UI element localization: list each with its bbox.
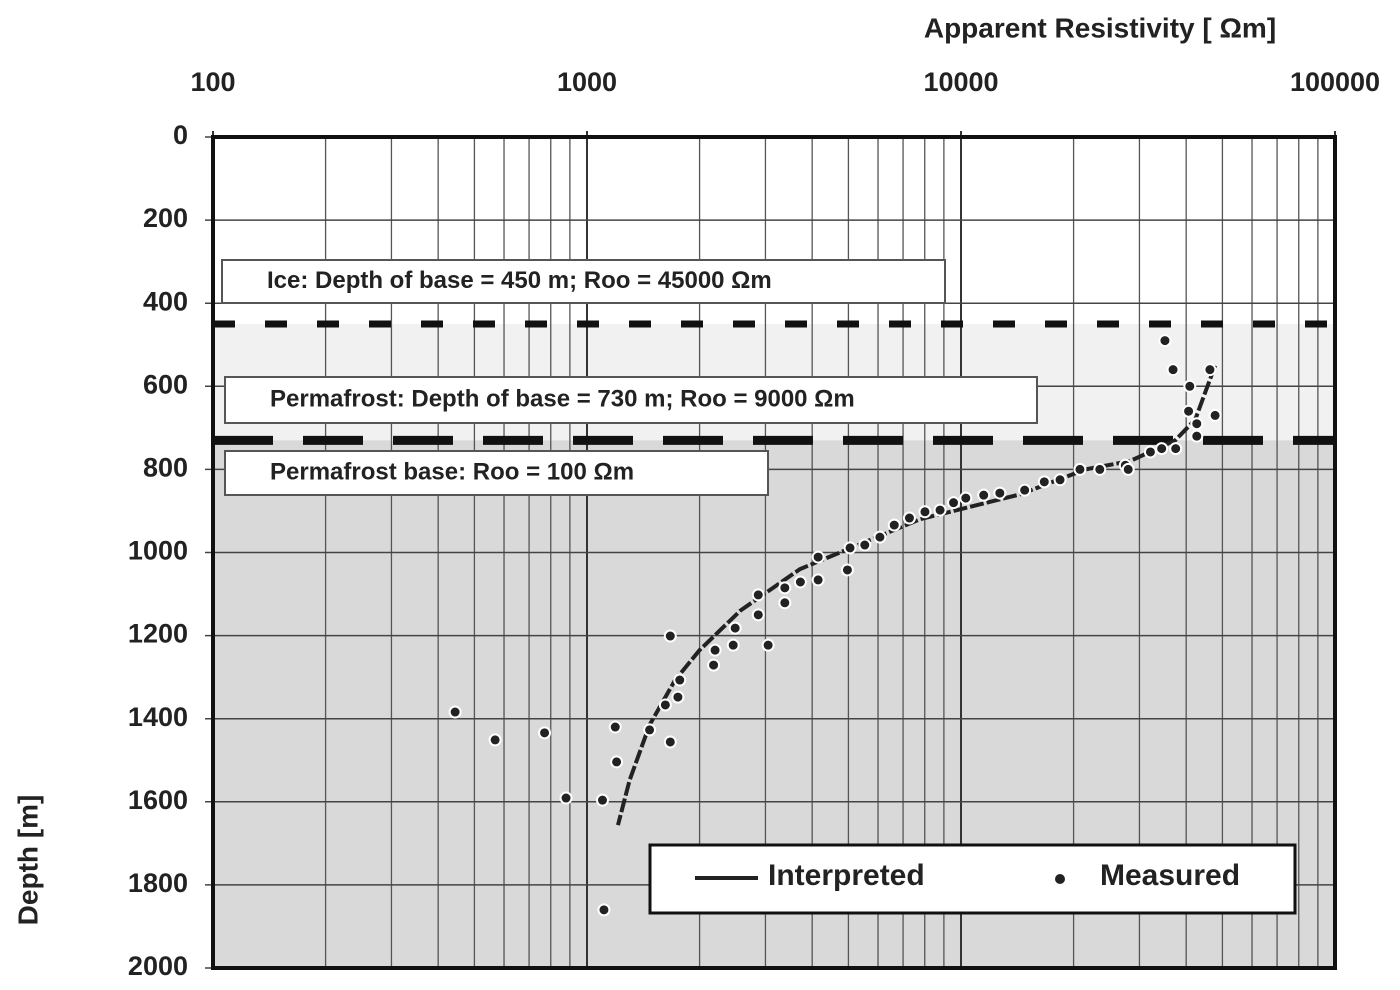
measured-point [840, 563, 854, 577]
annotation-box [224, 450, 769, 496]
x-tick-label: 10000 [923, 67, 998, 97]
measured-point [873, 530, 887, 544]
measured-point [751, 608, 765, 622]
measured-point [843, 541, 857, 555]
y-tick-label: 2000 [128, 951, 188, 981]
measured-point [1121, 462, 1135, 476]
plot-border [211, 135, 1337, 970]
measured-point [1037, 475, 1051, 489]
measured-point [1143, 445, 1157, 459]
measured-point [811, 573, 825, 587]
measured-point [643, 723, 657, 737]
x-tick-label: 100 [190, 67, 235, 97]
measured-point [1073, 462, 1087, 476]
measured-point [1169, 442, 1183, 456]
measured-point [595, 793, 609, 807]
y-tick-label: 1800 [128, 868, 188, 898]
measured-point [778, 581, 792, 595]
measured-point [1190, 417, 1204, 431]
legend-label: Measured [1100, 859, 1240, 892]
annotation: Permafrost base: Roo = 100 Ωm [270, 458, 634, 485]
annotation: Ice: Depth of base = 450 m; Roo = 45000 … [267, 267, 772, 294]
measured-point [811, 550, 825, 564]
x-tick-label: 100000 [1290, 67, 1380, 97]
annotation-box [221, 259, 946, 304]
measured-point [707, 658, 721, 672]
measured-point [959, 491, 973, 505]
measured-point [793, 575, 807, 589]
measured-point [887, 518, 901, 532]
y-tick-label: 600 [143, 369, 188, 399]
measured-point [993, 486, 1007, 500]
measured-point [608, 720, 622, 734]
measured-point [918, 505, 932, 519]
measured-point [448, 705, 462, 719]
y-tick-label: 1400 [128, 702, 188, 732]
measured-point [1158, 334, 1172, 348]
measured-point [663, 735, 677, 749]
measured-point [1053, 473, 1067, 487]
measured-point [947, 496, 961, 510]
y-tick-label: 1200 [128, 619, 188, 649]
measured-point [673, 673, 687, 687]
measured-point [1203, 363, 1217, 377]
measured-point [902, 511, 916, 525]
measured-point [559, 791, 573, 805]
measured-point [708, 643, 722, 657]
annotation: Permafrost: Depth of base = 730 m; Roo =… [270, 385, 855, 412]
measured-point [933, 503, 947, 517]
y-axis-label: Depth [m] [12, 795, 43, 926]
measured-point [726, 638, 740, 652]
measured-point [610, 755, 624, 769]
y-tick-label: 1000 [128, 536, 188, 566]
y-tick-label: 1600 [128, 785, 188, 815]
annotation-box [224, 376, 1038, 424]
measured-point [488, 733, 502, 747]
y-tick-label: 0 [173, 120, 188, 150]
measured-point [1155, 442, 1169, 456]
measured-point [1018, 483, 1032, 497]
legend-dot [1055, 874, 1065, 884]
measured-point [728, 621, 742, 635]
measured-point [663, 629, 677, 643]
measured-point [858, 538, 872, 552]
measured-point [1182, 404, 1196, 418]
x-tick-label: 1000 [557, 67, 617, 97]
y-tick-label: 400 [143, 286, 188, 316]
measured-point [1190, 429, 1204, 443]
measured-point [671, 690, 685, 704]
measured-point [597, 903, 611, 917]
measured-point [977, 488, 991, 502]
y-tick-label: 200 [143, 203, 188, 233]
measured-point [761, 638, 775, 652]
measured-point [1166, 363, 1180, 377]
measured-point [538, 726, 552, 740]
measured-point [1183, 379, 1197, 393]
measured-point [1093, 462, 1107, 476]
legend-label: Interpreted [768, 859, 925, 892]
x-axis-label: Apparent Resistivity [ Ωm] [924, 12, 1276, 43]
y-tick-label: 800 [143, 453, 188, 483]
measured-point [778, 596, 792, 610]
measured-point [1208, 408, 1222, 422]
measured-point [658, 698, 672, 712]
measured-point [751, 588, 765, 602]
